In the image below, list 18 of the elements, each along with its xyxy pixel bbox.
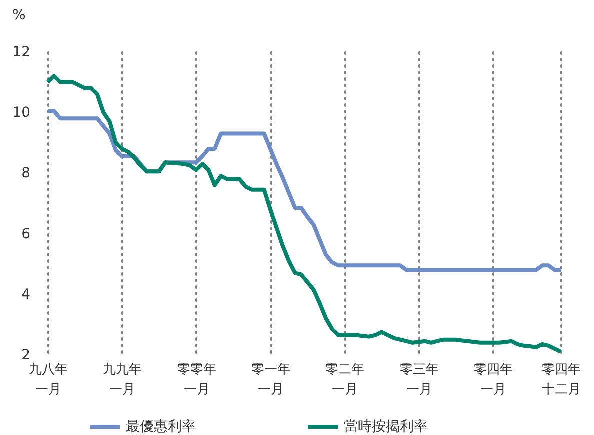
x-tick-label: 零四年一月 [474,362,514,398]
x-tick-label: 零三年一月 [400,362,439,398]
x-tick-label: 九八年一月 [29,362,68,398]
y-tick-label: 2 [22,348,30,364]
y-tick-label: 10 [12,105,30,122]
y-axis-title: % [12,8,26,24]
y-tick-label: 6 [22,226,31,242]
y-tick-label: 4 [22,286,31,303]
y-tick-label: 12 [12,44,30,60]
legend-label: 最優惠利率 [126,419,196,435]
y-tick-label: 8 [22,166,30,182]
x-tick-label: 零四年十二月 [542,362,581,398]
x-tick-label: 零一年一月 [252,362,291,398]
x-tick-label: 零二年一月 [326,362,365,398]
x-tick-label: 零零年一月 [177,362,216,398]
line-series [46,74,563,354]
legend-label: 當時按揭利率 [344,419,428,435]
x-tick-label: 九九年一月 [103,362,142,398]
